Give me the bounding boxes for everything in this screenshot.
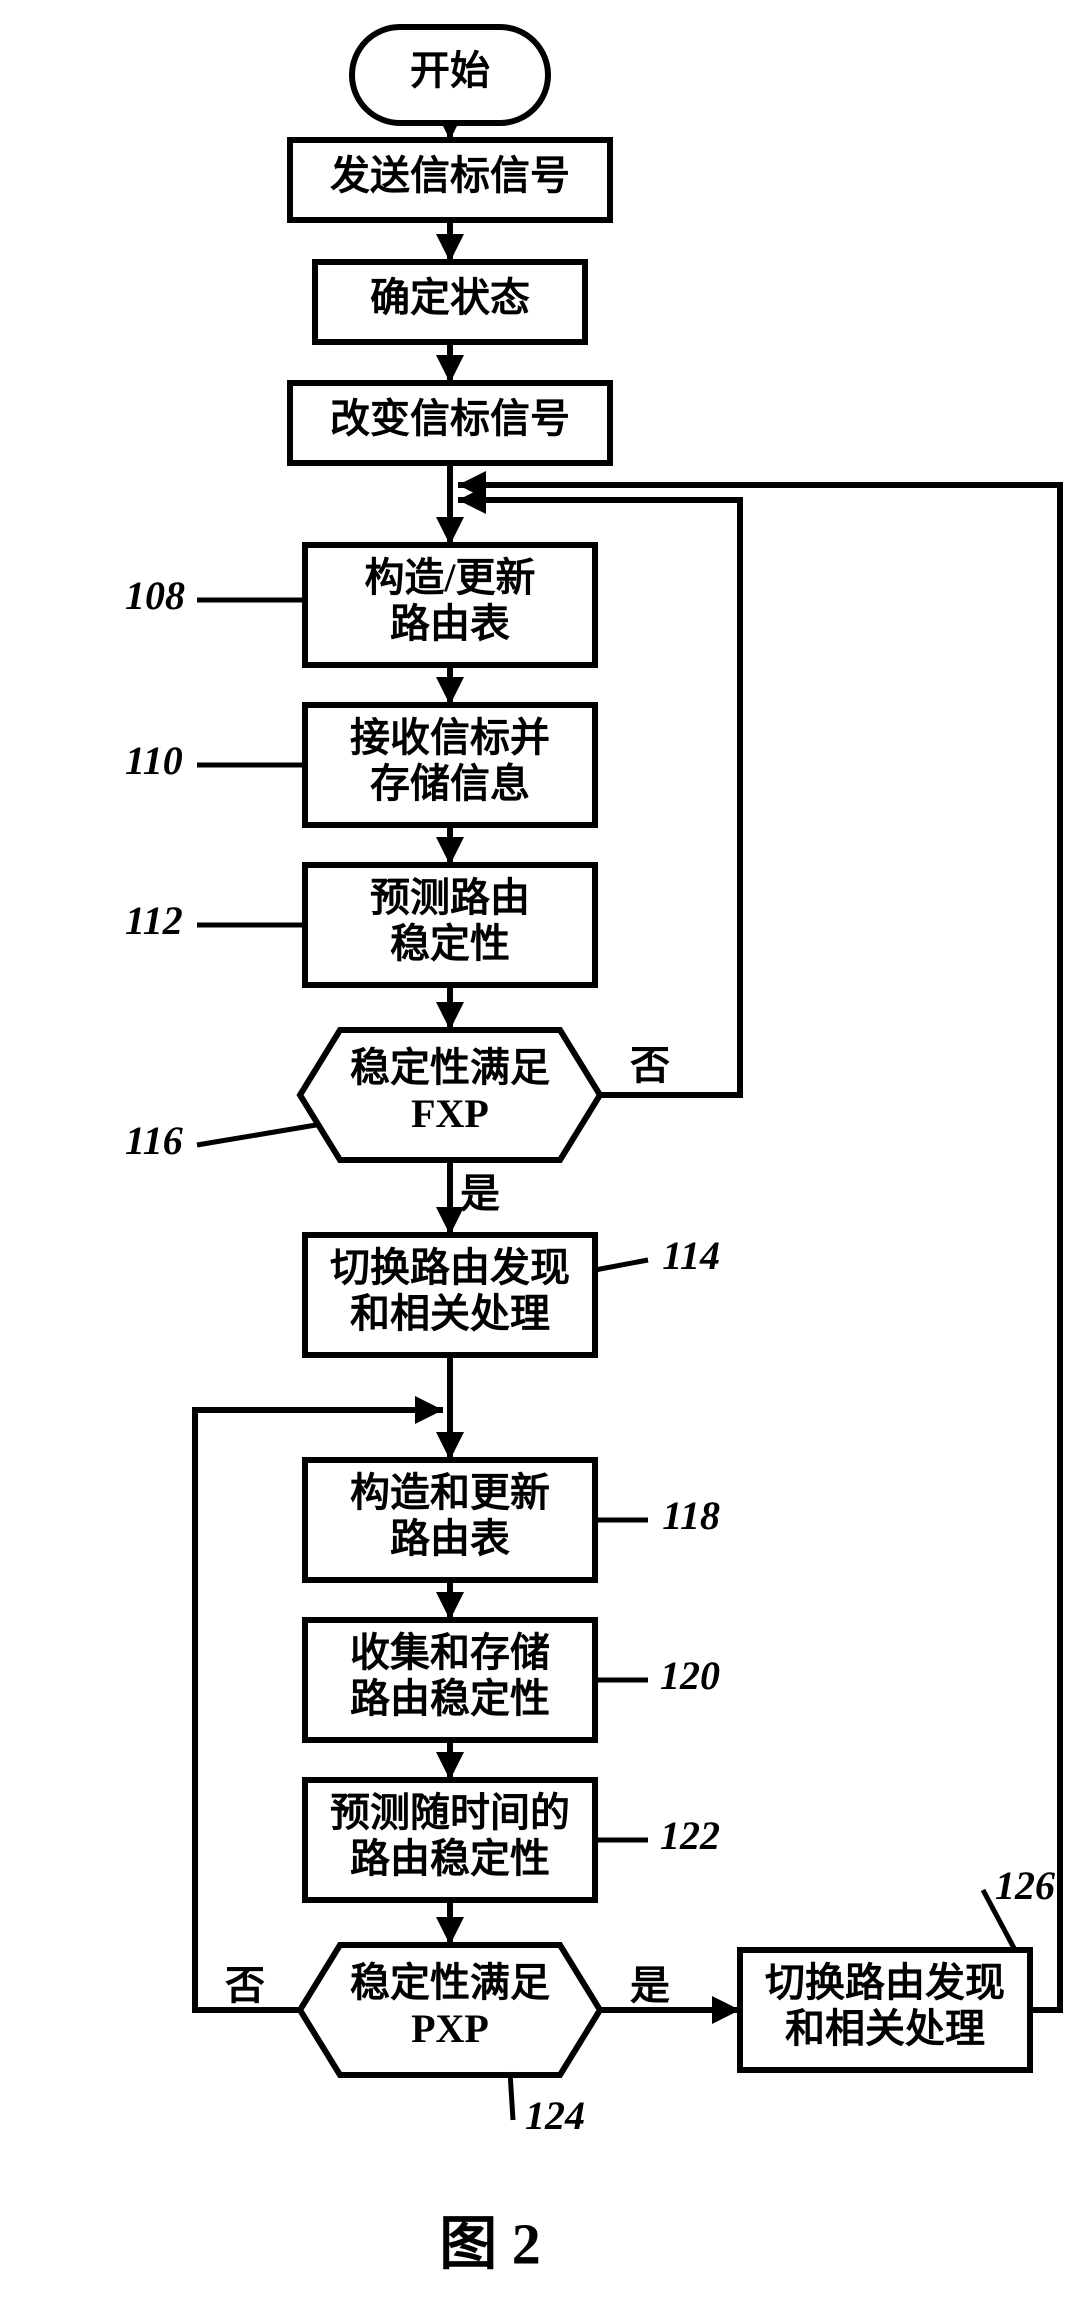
svg-text:稳定性满足: 稳定性满足 <box>350 1045 550 1090</box>
ref-l114: 114 <box>662 1233 720 1278</box>
svg-text:FXP: FXP <box>411 1091 489 1136</box>
svg-text:发送信标信号: 发送信标信号 <box>330 153 570 198</box>
ref-l112: 112 <box>125 898 183 943</box>
svg-text:预测路由: 预测路由 <box>370 875 530 920</box>
figure-caption: 图 2 <box>439 2211 541 2276</box>
svg-text:收集和存储: 收集和存储 <box>350 1630 550 1675</box>
svg-text:路由表: 路由表 <box>390 1516 510 1561</box>
svg-text:路由稳定性: 路由稳定性 <box>350 1676 550 1721</box>
svg-text:切换路由发现: 切换路由发现 <box>330 1245 570 1290</box>
ref-l118: 118 <box>662 1493 720 1538</box>
branch-d124_yes: 是 <box>630 1963 670 2008</box>
ref-l108: 108 <box>125 573 185 618</box>
svg-text:和相关处理: 和相关处理 <box>350 1291 550 1336</box>
svg-text:路由表: 路由表 <box>390 601 510 646</box>
ref-l126: 126 <box>995 1863 1055 1908</box>
svg-text:构造/更新: 构造/更新 <box>364 555 535 600</box>
svg-text:和相关处理: 和相关处理 <box>785 2006 985 2051</box>
ref-l122: 122 <box>660 1813 720 1858</box>
svg-text:存储信息: 存储信息 <box>370 761 530 806</box>
svg-text:改变信标信号: 改变信标信号 <box>330 396 570 441</box>
branch-d124_no: 否 <box>225 1963 265 2008</box>
svg-text:路由稳定性: 路由稳定性 <box>350 1836 550 1881</box>
ref-l116: 116 <box>125 1118 183 1163</box>
ref-l124: 124 <box>525 2093 585 2138</box>
svg-text:开始: 开始 <box>410 48 490 93</box>
svg-text:接收信标并: 接收信标并 <box>350 715 550 760</box>
svg-text:稳定性满足: 稳定性满足 <box>350 1960 550 2005</box>
svg-text:稳定性: 稳定性 <box>390 921 510 966</box>
branch-d116_yes: 是 <box>460 1171 500 1216</box>
svg-text:确定状态: 确定状态 <box>370 275 530 320</box>
svg-text:预测随时间的: 预测随时间的 <box>330 1790 570 1835</box>
svg-text:构造和更新: 构造和更新 <box>350 1470 550 1515</box>
svg-text:PXP: PXP <box>411 2006 489 2051</box>
ref-l110: 110 <box>125 738 183 783</box>
svg-text:切换路由发现: 切换路由发现 <box>765 1960 1005 2005</box>
ref-l120: 120 <box>660 1653 720 1698</box>
branch-d116_no: 否 <box>630 1043 670 1088</box>
